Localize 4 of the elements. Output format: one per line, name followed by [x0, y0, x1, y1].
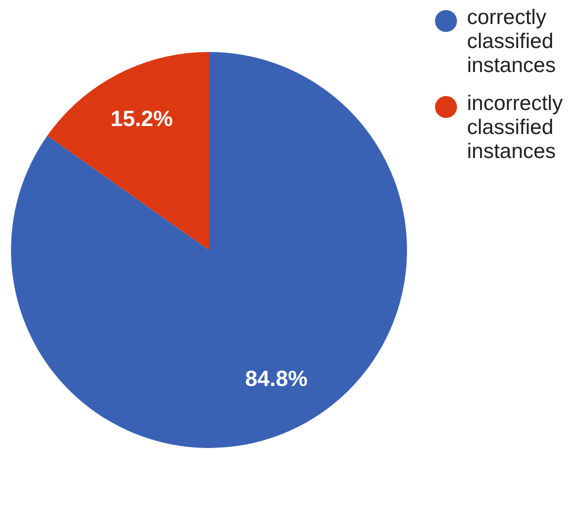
data-label: 84.8%: [245, 366, 308, 392]
data-label: 15.2%: [110, 106, 173, 131]
legend-label: correctly classified instances: [467, 6, 557, 78]
legend-label: incorrectly classified instances: [467, 92, 564, 164]
